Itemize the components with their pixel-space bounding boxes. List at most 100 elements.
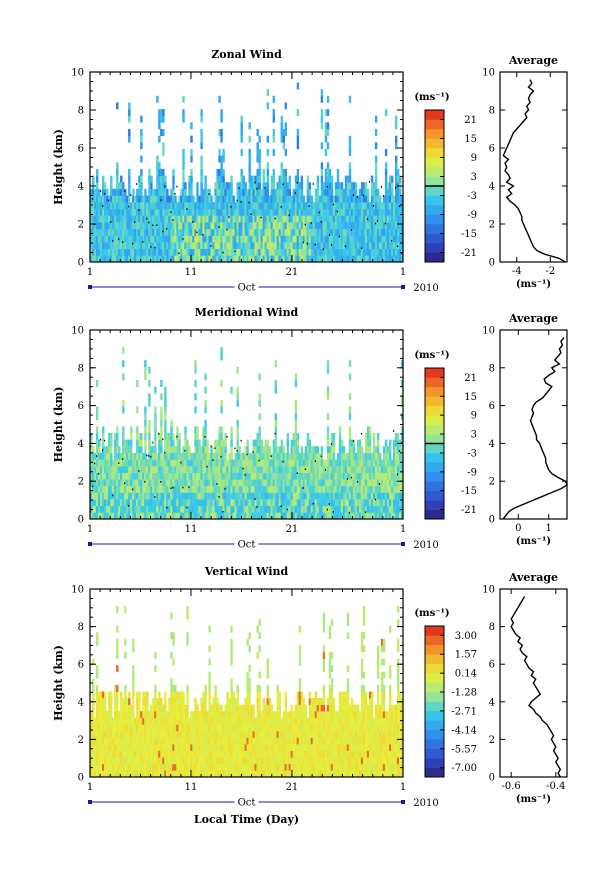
heatmap-cell xyxy=(200,505,203,513)
heatmap-cell xyxy=(284,188,287,196)
heatmap-cell xyxy=(308,248,312,256)
heatmap-cell xyxy=(240,175,243,183)
heatmap-cell xyxy=(160,228,163,236)
heatmap-cell xyxy=(140,730,143,738)
y-tick-label: 0 xyxy=(78,258,84,269)
heatmap-cell xyxy=(272,255,275,263)
heatmap-cell xyxy=(114,744,117,751)
heatmap-cell xyxy=(232,248,235,256)
heatmap-cell xyxy=(110,208,113,216)
heatmap-cell xyxy=(90,446,93,454)
heatmap-cell xyxy=(228,235,231,243)
heatmap-cell xyxy=(174,512,177,520)
heatmap-cell xyxy=(326,182,330,190)
heatmap-cell xyxy=(389,195,392,203)
heatmap-cell xyxy=(108,485,111,493)
heatmap-cell xyxy=(248,162,251,170)
heatmap-cell xyxy=(196,472,199,480)
heatmap-cell xyxy=(384,215,388,223)
heatmap-cell xyxy=(202,479,205,487)
heatmap-cell xyxy=(364,222,368,230)
colorbar-band xyxy=(425,138,444,149)
heatmap-cell xyxy=(156,717,159,725)
heatmap-cell xyxy=(322,479,326,487)
heatmap-cell xyxy=(401,235,404,243)
heatmap-cell xyxy=(356,446,360,454)
heatmap-cell xyxy=(184,255,187,263)
heatmap-cell xyxy=(110,704,113,712)
heatmap-cell xyxy=(126,255,129,263)
heatmap-cell xyxy=(364,466,368,473)
heatmap-cell xyxy=(401,228,404,236)
heatmap-cell xyxy=(164,459,167,467)
heatmap-cell xyxy=(96,512,99,520)
heatmap-cell xyxy=(397,195,400,203)
heatmap-cell xyxy=(98,446,101,454)
heatmap-cell xyxy=(190,459,193,467)
heatmap-cell xyxy=(370,479,374,487)
heatmap-cell xyxy=(252,188,255,196)
heatmap-cell xyxy=(142,505,145,513)
heatmap-cell xyxy=(401,215,404,223)
contour-mark xyxy=(144,480,146,483)
heatmap-cell xyxy=(164,492,167,500)
heatmap-cell xyxy=(330,255,334,263)
heatmap-cell xyxy=(174,222,177,230)
heatmap-cell xyxy=(356,505,360,513)
heatmap-cell xyxy=(348,235,352,243)
colorbar-band xyxy=(425,252,444,263)
heatmap-cell xyxy=(120,737,123,745)
heatmap-cell xyxy=(316,175,320,183)
contour-mark xyxy=(391,239,393,242)
heatmap-cell xyxy=(148,242,151,249)
heatmap-cell xyxy=(364,188,368,196)
heatmap-cell xyxy=(180,472,183,480)
heatmap-cell xyxy=(90,750,93,758)
heatmap-cell xyxy=(334,505,338,513)
heatmap-cell xyxy=(102,459,105,467)
heatmap-cell xyxy=(344,222,348,230)
heatmap-cell xyxy=(122,479,125,487)
heatmap-cell xyxy=(332,512,336,520)
heatmap-cell xyxy=(252,235,255,243)
heatmap-cell xyxy=(112,737,115,745)
contour-mark xyxy=(202,234,204,236)
heatmap-cell xyxy=(352,479,356,487)
heatmap-cell xyxy=(126,505,129,513)
heatmap-cell xyxy=(164,222,167,230)
heatmap-cell xyxy=(154,737,157,745)
heatmap-cell xyxy=(116,698,119,705)
heatmap-cell xyxy=(348,175,352,183)
heatmap-cell xyxy=(230,479,233,487)
heatmap-cell xyxy=(230,182,233,190)
heatmap-cell xyxy=(120,182,123,190)
contour-mark xyxy=(104,192,106,195)
heatmap-cell xyxy=(116,472,119,480)
heatmap-cell xyxy=(244,485,247,493)
heatmap-cell xyxy=(150,255,153,263)
heatmap-cell xyxy=(134,485,137,493)
heatmap-cell xyxy=(164,175,167,183)
heatmap-cell xyxy=(393,452,396,460)
heatmap-cell xyxy=(108,255,111,263)
heatmap-cell xyxy=(254,208,257,216)
heatmap-cell xyxy=(140,452,143,460)
heatmap-cell xyxy=(262,175,265,183)
heatmap-cell xyxy=(290,208,293,216)
heatmap-cell xyxy=(92,744,95,751)
heatmap-cell xyxy=(228,466,231,473)
heatmap-cell xyxy=(222,479,225,487)
heatmap-cell xyxy=(282,452,285,460)
heatmap-cell xyxy=(340,195,344,203)
heatmap-cell xyxy=(270,255,273,263)
heatmap-cell xyxy=(202,512,205,520)
heatmap-cell xyxy=(312,512,316,520)
heatmap-cell xyxy=(352,248,356,256)
heatmap-cell xyxy=(190,499,193,507)
heatmap-cell xyxy=(386,472,390,480)
heatmap-cell xyxy=(132,704,135,712)
heatmap-cell xyxy=(138,188,141,196)
heatmap-cell xyxy=(320,162,324,170)
heatmap-cell xyxy=(234,472,237,480)
heatmap-cell xyxy=(312,235,316,243)
